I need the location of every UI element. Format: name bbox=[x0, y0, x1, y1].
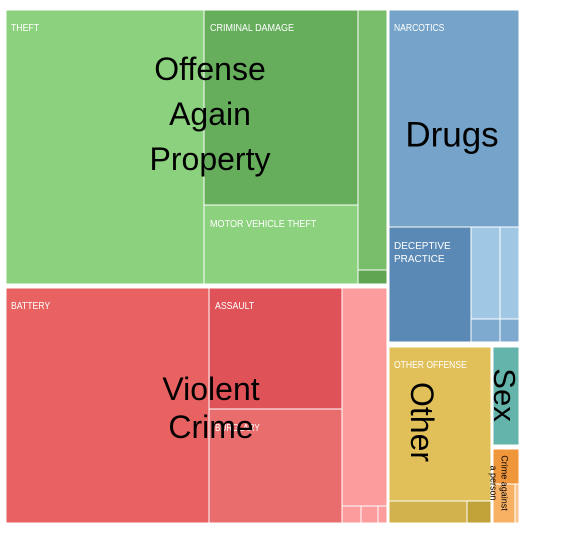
group-border bbox=[490, 446, 522, 526]
treemap-cell-drugs-5[interactable] bbox=[470, 318, 501, 344]
treemap-cell-other-2[interactable] bbox=[387, 500, 468, 525]
treemap-cell-motor-vehicle-theft[interactable] bbox=[203, 204, 359, 286]
group-crime-against-a-person bbox=[491, 447, 521, 525]
treemap-cell-offense-again-property-5[interactable] bbox=[357, 269, 389, 286]
group-label-other: Other bbox=[404, 382, 440, 462]
treemap-cell-other-3[interactable] bbox=[466, 500, 493, 525]
treemap-cell-violent-crime-4[interactable] bbox=[341, 286, 389, 507]
group-label-drugs: Drugs bbox=[405, 115, 498, 154]
treemap-cell-offense-again-property-4[interactable] bbox=[357, 8, 389, 271]
treemap-cell-drugs-6[interactable] bbox=[499, 318, 521, 344]
leaf-label-assault: ASSAULT bbox=[215, 301, 254, 312]
group-label-crime-against-a-person: Crime againsta person bbox=[488, 455, 509, 511]
treemap-cell-battery[interactable] bbox=[4, 286, 210, 525]
treemap-cell-violent-crime-5[interactable] bbox=[341, 505, 362, 525]
treemap-cell-theft[interactable] bbox=[4, 8, 205, 286]
leaf-label-criminal-damage: CRIMINAL DAMAGE bbox=[210, 23, 294, 34]
treemap-cell-crime-against-a-person-1[interactable] bbox=[491, 447, 521, 485]
treemap-cell-drugs-3[interactable] bbox=[470, 226, 501, 320]
treemap-cell-drugs-4[interactable] bbox=[499, 226, 521, 320]
treemap-cell-burglary[interactable] bbox=[208, 408, 343, 525]
group-violent-crime: BATTERY ASSAULT BURGLARY bbox=[4, 286, 389, 525]
group-label-offense-again-property: Offense Again Property bbox=[150, 51, 271, 177]
leaf-label-motor-vehicle-theft: MOTOR VEHICLE THEFT bbox=[210, 219, 316, 230]
leaf-label-other-offense: OTHER OFFENSE bbox=[394, 360, 467, 371]
leaf-label-burglary: BURGLARY bbox=[215, 423, 260, 434]
group-offense-again-property: THEFT CRIMINAL DAMAGE MOTOR VEHICLE THEFT bbox=[4, 8, 389, 286]
treemap-cell-violent-crime-6[interactable] bbox=[360, 505, 379, 525]
group-border bbox=[490, 344, 522, 448]
leaf-label-battery: BATTERY bbox=[11, 301, 50, 312]
leaf-label-theft: THEFT bbox=[11, 23, 39, 34]
group-drugs: NARCOTICS DECEPTIVE PRACTICE bbox=[387, 8, 521, 344]
leaf-label-deceptive-practice: DECEPTIVE PRACTICE bbox=[394, 241, 451, 265]
group-border bbox=[386, 7, 522, 345]
group-label-sex: Sex bbox=[487, 368, 522, 422]
treemap-cell-criminal-damage[interactable] bbox=[203, 8, 359, 206]
leaf-label-narcotics: NARCOTICS bbox=[394, 23, 445, 34]
group-label-violent-crime: Violent Crime bbox=[162, 371, 259, 445]
